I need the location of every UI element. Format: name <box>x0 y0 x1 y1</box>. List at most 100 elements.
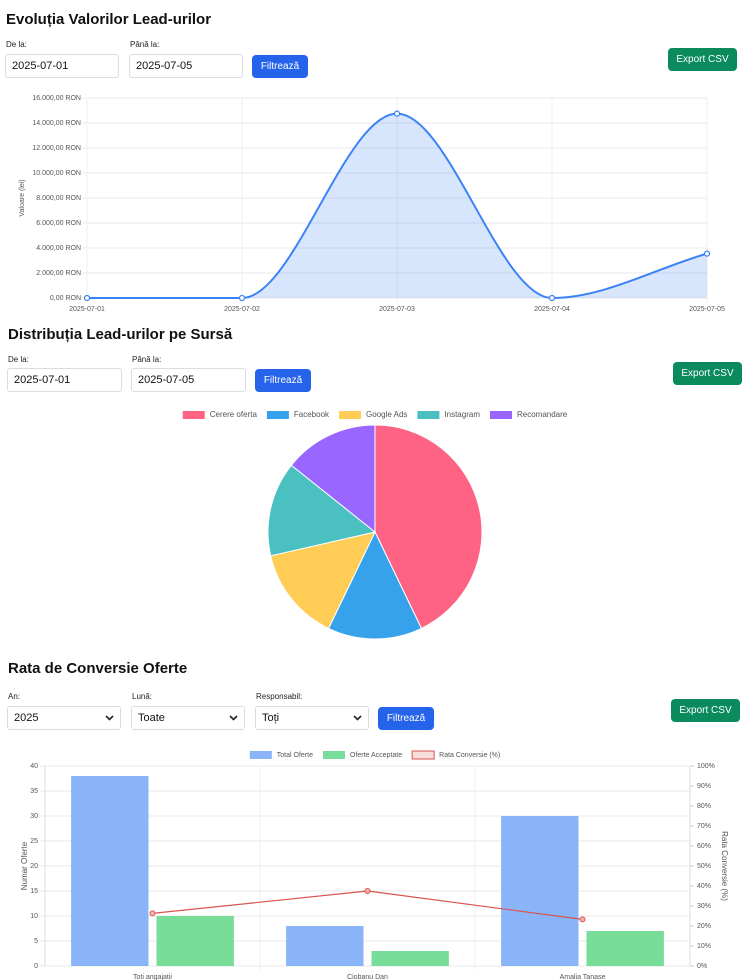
legend-swatch <box>417 411 440 419</box>
export-button[interactable]: Export CSV <box>668 48 737 71</box>
legend-swatch <box>489 411 512 419</box>
point <box>238 294 246 302</box>
y-tick-label: 16.000,00 RON <box>32 95 81 102</box>
legend-label: Rata Conversie (%) <box>439 752 500 759</box>
section-title: Distribuția Lead-urilor pe Sursă <box>8 326 233 343</box>
export-button[interactable]: Export CSV <box>673 362 742 385</box>
filter-label: Responsabil: <box>256 692 303 701</box>
pie-slice <box>374 424 483 630</box>
y-tick-label: 10.000,00 RON <box>32 170 81 177</box>
legend-label: Recomandare <box>517 410 568 419</box>
legend-swatch <box>411 750 435 760</box>
legend: Cerere oferta Facebook Google Ads Instagram… <box>182 410 568 419</box>
legend-label: Instagram <box>444 410 480 419</box>
chevron-path <box>353 715 362 721</box>
pie-slice <box>290 424 376 534</box>
select[interactable]: Toate <box>131 706 245 730</box>
y2-axis-title: Rata Conversie (%) <box>720 831 729 901</box>
y-tick-label: 0,00 RON <box>50 295 81 302</box>
point <box>364 888 371 894</box>
pie-slice <box>267 464 377 557</box>
x-tick-label: 2025-07-03 <box>379 306 415 313</box>
x-tick-label: Amalia Tanase <box>560 974 606 980</box>
legend-label: Total Oferte <box>277 752 313 759</box>
chevron-path <box>105 715 114 721</box>
filter-label: Lună: <box>132 692 153 701</box>
y2-tick-label: 10% <box>697 943 711 950</box>
x-tick-label: 2025-07-04 <box>534 306 570 313</box>
y2-tick-label: 80% <box>697 803 711 810</box>
bar <box>371 951 449 966</box>
legend-label: Facebook <box>294 410 330 419</box>
y-tick-label: 15 <box>30 888 38 895</box>
y-tick-label: 5 <box>34 938 38 945</box>
legend-swatch <box>322 751 345 759</box>
filter-label: An: <box>8 692 21 701</box>
select[interactable]: Toți <box>255 706 369 730</box>
bar <box>286 926 364 966</box>
y-tick-label: 40 <box>30 763 38 770</box>
legend-swatch <box>266 411 289 419</box>
x-tick-label: Ciobanu Dan <box>347 974 388 980</box>
y-tick-label: 25 <box>30 838 38 845</box>
point <box>83 294 91 302</box>
filter-button[interactable]: Filtrează <box>252 55 308 78</box>
legend-label: Google Ads <box>366 410 407 419</box>
y-tick-label: 20 <box>30 863 38 870</box>
y-axis-title: Valoare (lei) <box>19 179 26 216</box>
section-title: Evoluția Valorilor Lead-urilor <box>6 11 212 28</box>
y-tick-label: 10 <box>30 913 38 920</box>
legend-label: Cerere oferta <box>210 410 258 419</box>
y-axis-title: Numar Oferte <box>20 841 29 890</box>
export-button[interactable]: Export CSV <box>671 699 740 722</box>
filter-label: Până la: <box>130 40 160 49</box>
bar <box>586 931 664 966</box>
filter-label: De la: <box>8 355 29 364</box>
y2-tick-label: 20% <box>697 923 711 930</box>
y2-tick-label: 30% <box>697 903 711 910</box>
chevron <box>353 715 362 721</box>
legend-swatch <box>339 411 362 419</box>
pie-slice <box>327 530 423 640</box>
filter-label: Până la: <box>132 355 162 364</box>
legend: Total Oferte Oferte Acceptate Rata Convers… <box>249 750 500 760</box>
date-input[interactable]: 2025-07-05 <box>129 54 243 78</box>
chevron <box>229 715 238 721</box>
y-tick-label: 14.000,00 RON <box>32 120 81 127</box>
point <box>579 916 586 923</box>
y-tick-label: 0 <box>34 963 38 970</box>
filter-button[interactable]: Filtrează <box>255 369 311 392</box>
bar <box>156 916 234 966</box>
y2-tick-label: 100% <box>697 763 715 770</box>
bar <box>71 776 149 966</box>
bar <box>501 816 579 966</box>
select[interactable]: 2025 <box>7 706 121 730</box>
filter-button[interactable]: Filtrează <box>378 707 434 730</box>
y-tick-label: 12.000,00 RON <box>32 145 81 152</box>
point <box>548 294 556 302</box>
date-input[interactable]: 2025-07-05 <box>131 368 246 392</box>
y2-tick-label: 0% <box>697 963 707 970</box>
date-input[interactable]: 2025-07-01 <box>7 368 122 392</box>
x-tick-label: 2025-07-01 <box>69 306 105 313</box>
y2-tick-label: 90% <box>697 783 711 790</box>
date-input[interactable]: 2025-07-01 <box>5 54 119 78</box>
legend-label: Oferte Acceptate <box>350 752 402 759</box>
y2-tick-label: 50% <box>697 863 711 870</box>
section-title: Rata de Conversie Oferte <box>8 660 188 677</box>
y-tick-label: 30 <box>30 813 38 820</box>
legend-swatch <box>249 751 272 759</box>
y2-tick-label: 40% <box>697 883 711 890</box>
x-tick-label: 2025-07-02 <box>224 306 260 313</box>
y-tick-label: 6.000,00 RON <box>36 220 81 227</box>
y-tick-label: 4.000,00 RON <box>36 245 81 252</box>
x-tick-label: Toti angajatii <box>133 974 172 980</box>
y2-tick-label: 70% <box>697 823 711 830</box>
y-tick-label: 8.000,00 RON <box>36 195 81 202</box>
legend-swatch <box>182 411 205 419</box>
chevron-path <box>229 715 238 721</box>
point <box>703 250 711 257</box>
